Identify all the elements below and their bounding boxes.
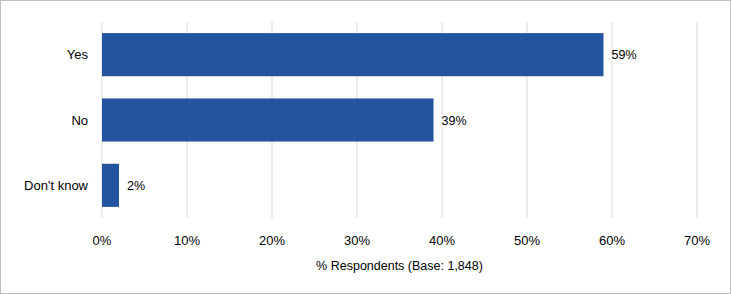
bar — [102, 164, 119, 207]
data-label: 2% — [127, 179, 145, 193]
data-label: 39% — [442, 114, 467, 128]
bars — [102, 33, 604, 207]
category-label: Don't know — [24, 178, 89, 193]
tick-label: 10% — [174, 233, 200, 248]
tick-label: 20% — [259, 233, 285, 248]
bar — [102, 33, 604, 76]
tick-label: 0% — [93, 233, 112, 248]
tick-label: 30% — [344, 233, 370, 248]
data-label: 59% — [612, 48, 637, 62]
tick-label: 50% — [514, 233, 540, 248]
tick-label: 40% — [429, 233, 455, 248]
category-label: Yes — [67, 47, 89, 62]
frame — [1, 1, 731, 294]
bar — [102, 98, 434, 141]
grid-line — [697, 22, 698, 218]
chart: 0% 10% 20% 30% 40% 50% 60% 70% % Respondents (Ba… — [0, 0, 731, 294]
tick-label: 70% — [684, 233, 710, 248]
category-label: No — [71, 113, 88, 128]
axis-title: % Respondents (Base: 1,848) — [316, 259, 483, 273]
tick-label: 60% — [599, 233, 625, 248]
